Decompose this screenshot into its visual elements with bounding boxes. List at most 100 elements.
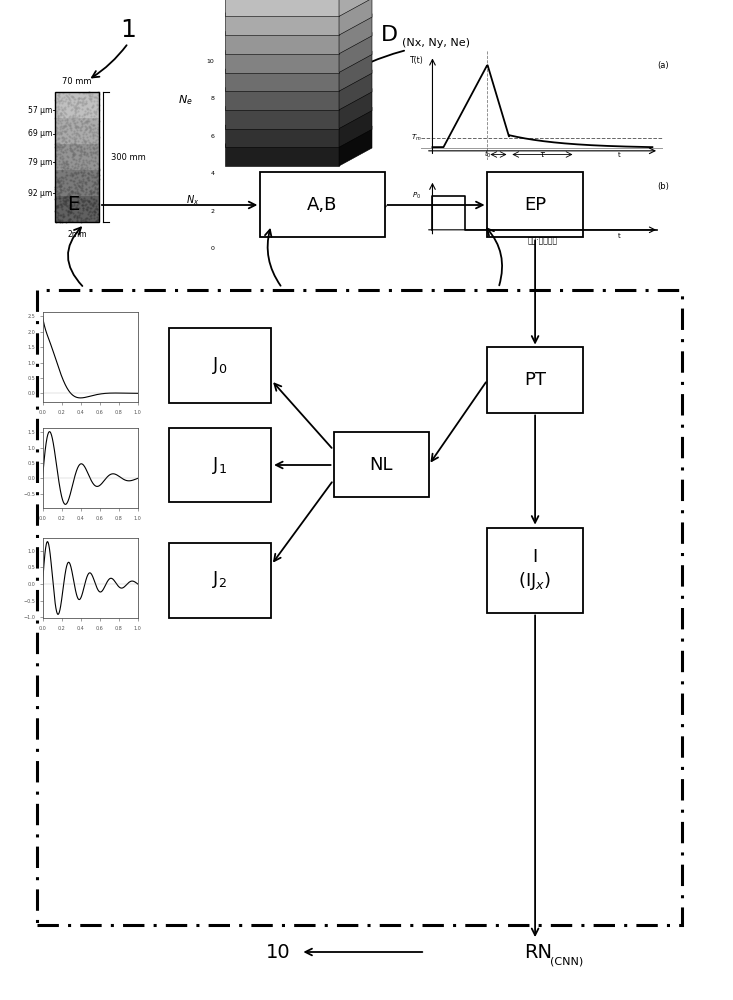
- Point: [60, 130, 72, 146]
- Point: [78, 90, 90, 106]
- Point: [93, 97, 105, 113]
- Point: [66, 183, 78, 199]
- Point: [67, 162, 79, 178]
- Point: [92, 184, 103, 200]
- Point: [51, 126, 62, 142]
- Polygon shape: [226, 69, 339, 91]
- Point: [64, 204, 75, 220]
- Point: [61, 156, 73, 172]
- Point: [68, 131, 80, 147]
- Point: [53, 138, 65, 154]
- Point: [87, 153, 99, 169]
- Point: [73, 178, 85, 194]
- Point: [86, 105, 97, 121]
- Point: [50, 99, 62, 115]
- Point: [73, 90, 85, 106]
- Point: [54, 149, 66, 165]
- Point: [58, 119, 70, 135]
- Point: [64, 138, 75, 154]
- Point: [90, 193, 102, 209]
- Point: [93, 129, 105, 145]
- Point: [88, 194, 100, 210]
- Point: [69, 140, 81, 156]
- Point: [74, 143, 86, 159]
- Text: J$_0$: J$_0$: [212, 355, 228, 375]
- Point: [58, 155, 70, 171]
- Point: [84, 91, 95, 107]
- Point: [89, 180, 101, 196]
- Point: [88, 207, 100, 223]
- Point: [59, 169, 71, 185]
- Point: [64, 211, 75, 227]
- Point: [85, 144, 97, 160]
- Point: [82, 206, 94, 222]
- Point: [68, 123, 80, 139]
- Point: [83, 179, 95, 195]
- Point: [51, 171, 63, 187]
- Point: [50, 103, 62, 119]
- Point: [82, 104, 94, 120]
- Point: [76, 115, 88, 131]
- Point: [92, 160, 104, 176]
- Point: [65, 172, 76, 188]
- Point: [50, 169, 62, 185]
- Point: [89, 108, 100, 124]
- Point: [84, 137, 96, 153]
- Text: 1: 1: [120, 18, 136, 42]
- Point: [73, 111, 85, 127]
- Point: [56, 162, 68, 178]
- Point: [72, 185, 84, 201]
- Point: [54, 88, 65, 104]
- Point: [56, 156, 67, 172]
- Point: [92, 165, 103, 181]
- Point: [53, 173, 65, 189]
- Point: [65, 196, 77, 212]
- Point: [51, 146, 62, 162]
- Point: [66, 183, 78, 199]
- Point: [57, 93, 69, 109]
- Point: [84, 166, 95, 182]
- Point: [57, 154, 69, 170]
- Point: [82, 148, 94, 164]
- Point: [80, 114, 92, 130]
- Point: [54, 137, 66, 153]
- Point: [87, 127, 99, 143]
- Point: [52, 139, 64, 155]
- Point: [64, 161, 75, 177]
- Point: [89, 110, 101, 126]
- Point: [62, 160, 74, 176]
- Point: [67, 137, 78, 153]
- Point: [85, 184, 97, 200]
- Point: [86, 99, 98, 115]
- Point: [50, 136, 62, 152]
- Point: [76, 205, 88, 221]
- Point: [53, 124, 65, 140]
- Point: [55, 118, 67, 134]
- Point: [86, 173, 97, 189]
- Point: [68, 135, 80, 151]
- Point: [69, 117, 81, 133]
- Point: [92, 100, 104, 116]
- Point: [77, 194, 89, 210]
- Point: [92, 209, 103, 225]
- Point: [72, 99, 84, 115]
- Point: [65, 135, 77, 151]
- Point: [68, 99, 80, 115]
- Point: [50, 110, 62, 126]
- Point: [87, 98, 99, 114]
- Point: [63, 187, 75, 203]
- Polygon shape: [226, 0, 339, 16]
- Point: [65, 88, 77, 104]
- Text: I
(IJ$_x$): I (IJ$_x$): [518, 548, 552, 592]
- Point: [78, 95, 90, 111]
- Point: [69, 91, 81, 107]
- Point: [73, 187, 84, 203]
- Point: [54, 178, 66, 194]
- Polygon shape: [226, 32, 372, 50]
- Point: [75, 139, 87, 155]
- Point: [63, 95, 75, 111]
- Point: [54, 89, 65, 105]
- Point: [73, 100, 84, 116]
- Text: 4: 4: [210, 171, 214, 176]
- Point: [59, 123, 70, 139]
